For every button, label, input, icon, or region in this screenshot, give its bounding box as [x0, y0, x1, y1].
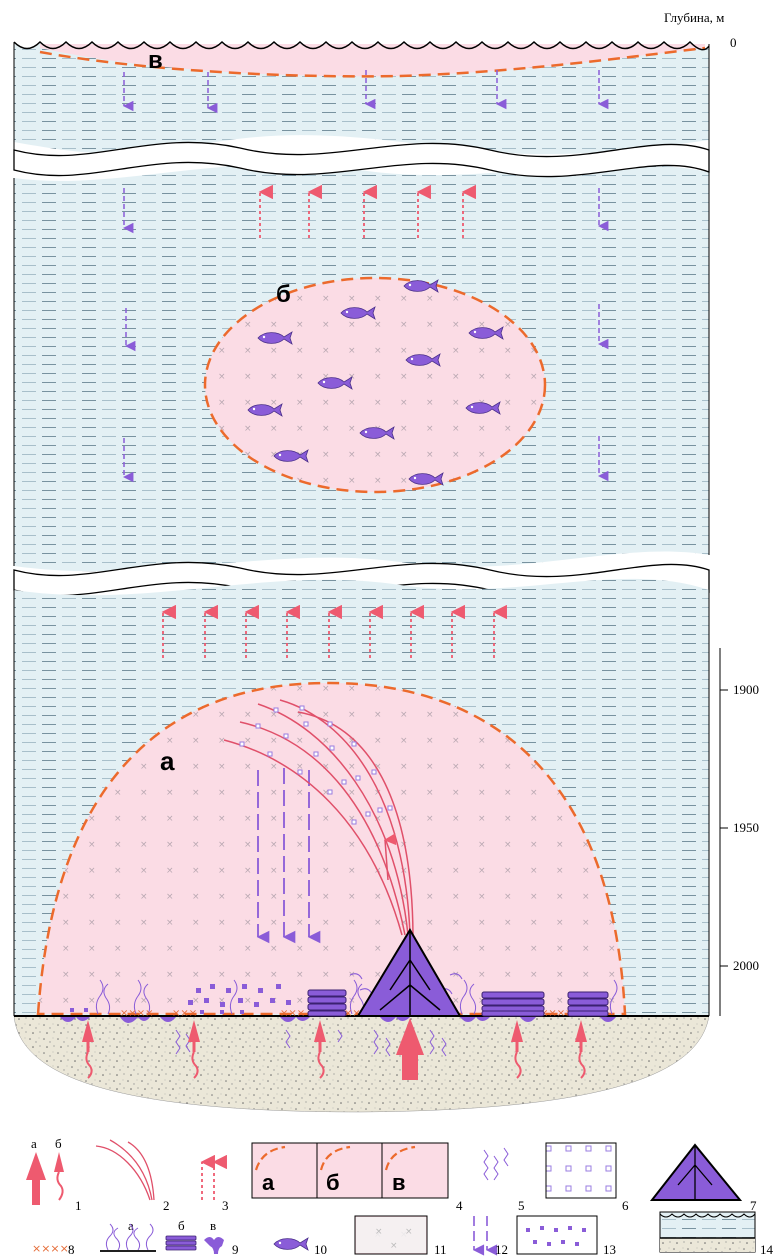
- legend-3-arrows-icon: [200, 1154, 227, 1200]
- legend-5-filaments-icon: [483, 1147, 509, 1181]
- legend-1-arrow-a: [26, 1152, 46, 1205]
- upward-diffuse-arrows: [161, 184, 507, 658]
- legend-9-sub-v: в: [210, 1218, 216, 1233]
- plume-squares: [239, 705, 393, 825]
- legend-10-fish-icon: [273, 1237, 309, 1251]
- legend-6-box: [545, 1142, 617, 1199]
- legend-2-plume-icon: [95, 1139, 155, 1201]
- svg-text:×××: ×××: [172, 1008, 197, 1019]
- legend: а б 1 2 3 а б в 4 5: [26, 1136, 774, 1257]
- legend-4-sub-b: б: [326, 1170, 340, 1195]
- legend-4-box-b: [316, 1142, 383, 1199]
- legend-1-arrow-b: [54, 1152, 64, 1172]
- legend-4-sub-a: а: [262, 1170, 275, 1195]
- legend-1-sub-b: б: [55, 1136, 62, 1151]
- legend-9-mat-icon: [204, 1237, 224, 1254]
- legend-13-num: 13: [603, 1242, 616, 1257]
- fluid-inflow-arrows: [82, 1018, 587, 1080]
- legend-13-box: [516, 1215, 598, 1255]
- zone-a-dome: [36, 681, 627, 1016]
- downward-flux-arrows: [122, 70, 609, 483]
- zone-label-a: а: [160, 746, 175, 776]
- legend-6-num: 6: [622, 1198, 629, 1213]
- depth-scale: [719, 648, 728, 1016]
- legend-9-mound-icon: [165, 1235, 197, 1251]
- seabed-tubeworms: [95, 973, 618, 1015]
- zone-b-area: [203, 276, 547, 494]
- depth-break-1: [13, 141, 710, 178]
- orange-cross-deposits: ×××× ××× ××× ×× ××××: [120, 1008, 574, 1019]
- legend-1-num: 1: [75, 1198, 82, 1213]
- vent-chimney: [356, 928, 462, 1017]
- bottom-mats: [60, 1017, 616, 1023]
- depth-tick-1950: 1950: [733, 820, 759, 835]
- svg-text:××: ××: [344, 1008, 361, 1019]
- depth-tick-0: 0: [730, 35, 737, 50]
- legend-12-arrows-icon: [472, 1216, 498, 1256]
- svg-text:××××: ××××: [540, 1008, 574, 1019]
- legend-5-num: 5: [518, 1198, 525, 1213]
- section-surface: [13, 40, 710, 155]
- legend-9-tubeworms-icon: [105, 1223, 154, 1251]
- svg-text:×××: ×××: [280, 1008, 305, 1019]
- legend-12-num: 12: [495, 1242, 508, 1257]
- legend-9-num: 9: [232, 1242, 239, 1257]
- purple-dot-deposit: [70, 984, 291, 1014]
- legend-4-sub-v: в: [392, 1170, 406, 1195]
- legend-7-chimney-icon: [649, 1143, 743, 1201]
- depth-title: Глубина, м: [664, 10, 724, 25]
- legend-7-num: 7: [750, 1198, 757, 1213]
- legend-9-sub-b: б: [178, 1218, 185, 1233]
- legend-14-num: 14: [760, 1242, 774, 1257]
- legend-11-num: 11: [434, 1242, 447, 1257]
- legend-4-box-v: [381, 1142, 449, 1199]
- depth-tick-2000: 2000: [733, 958, 759, 973]
- sulfide-mounds: [307, 989, 609, 1017]
- seafloor-sediment: [13, 1015, 710, 1113]
- svg-text:×: ×: [390, 1241, 398, 1251]
- inner-downward-arrows: [256, 768, 321, 944]
- legend-1-sub-a: а: [31, 1136, 37, 1151]
- svg-text:×: ×: [405, 1227, 413, 1237]
- legend-3-num: 3: [222, 1198, 229, 1213]
- legend-10-num: 10: [314, 1242, 327, 1257]
- zone-label-b: б: [276, 281, 291, 308]
- depth-tick-1900: 1900: [733, 682, 759, 697]
- legend-8-num: 8: [68, 1242, 75, 1257]
- subsurface-filaments: [175, 1029, 447, 1057]
- svg-text:××××: ××××: [120, 1008, 154, 1019]
- svg-text:×: ×: [375, 1227, 383, 1237]
- plume-arrow: [383, 833, 397, 881]
- hydrothermal-plume: [223, 699, 414, 936]
- legend-2-num: 2: [163, 1198, 170, 1213]
- legend-4-num: 4: [456, 1198, 463, 1213]
- zone-label-v: в: [148, 47, 163, 74]
- legend-8-symbol: ××××: [32, 1242, 69, 1255]
- legend-4-box-a: [251, 1142, 318, 1199]
